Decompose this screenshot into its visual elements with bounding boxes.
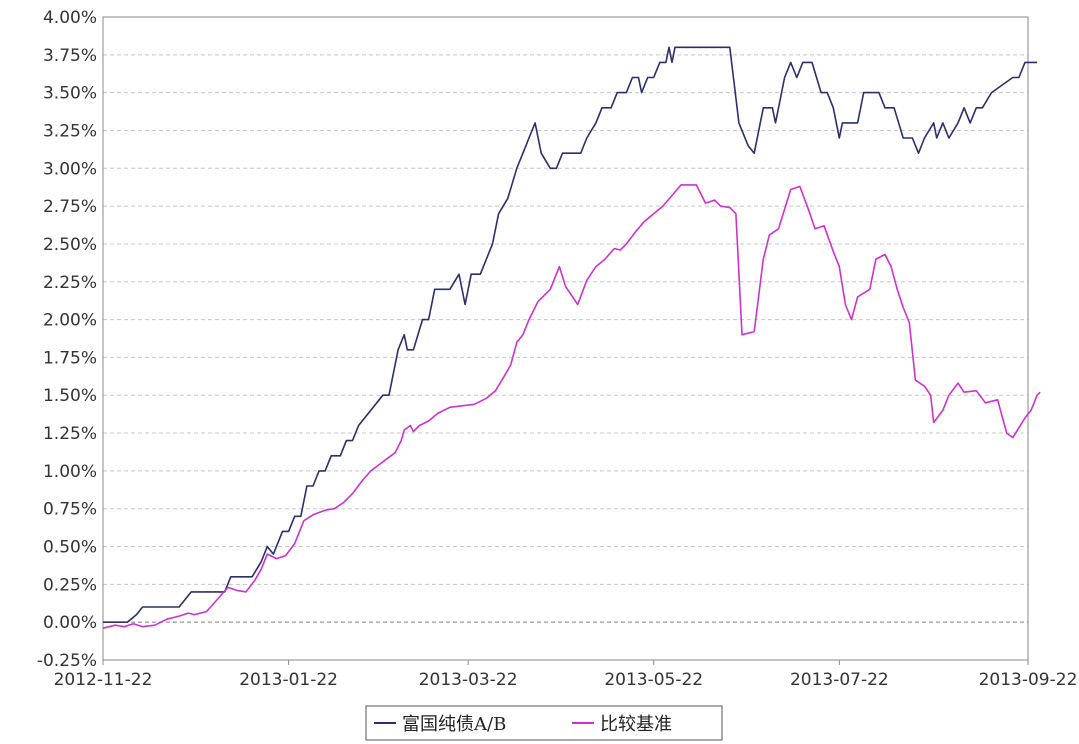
- y-tick-label: 2.00%: [43, 311, 97, 331]
- legend: 富国纯债A/B 比较基准: [365, 705, 723, 741]
- y-tick-label: 3.75%: [43, 46, 97, 66]
- y-tick-label: 3.50%: [43, 84, 97, 104]
- x-tick-label: 2013-07-22: [790, 670, 889, 690]
- legend-entry-label: 富国纯债A/B: [402, 714, 506, 735]
- y-tick-label: 0.00%: [43, 613, 97, 633]
- series-group: [102, 46, 1041, 629]
- y-tick-label: 0.25%: [43, 575, 97, 595]
- y-tick-label: 4.00%: [43, 8, 97, 28]
- x-tick-label: 2013-09-22: [979, 670, 1078, 690]
- series-line-fund: [103, 46, 1038, 624]
- y-tick-label: -0.25%: [37, 651, 97, 671]
- y-tick-label: 1.50%: [43, 386, 97, 406]
- x-axis: 2012-11-22 2013-01-22 2013-03-22 2013-05-22…: [54, 660, 1078, 690]
- y-tick-label: 2.75%: [43, 197, 97, 217]
- legend-entry-label: 比较基准: [600, 714, 672, 735]
- legend-box: [365, 705, 723, 741]
- series-line-benchmark: [102, 184, 1041, 629]
- y-tick-label: 1.75%: [43, 348, 97, 368]
- x-tick-label: 2013-05-22: [604, 670, 703, 690]
- y-tick-label: 1.25%: [43, 424, 97, 444]
- x-tick-label: 2013-01-22: [239, 670, 338, 690]
- y-tick-label: 0.50%: [43, 538, 97, 558]
- y-tick-label: 1.00%: [43, 462, 97, 482]
- y-tick-label: 0.75%: [43, 500, 97, 520]
- plot-area: [102, 16, 1029, 661]
- y-tick-label: 2.25%: [43, 273, 97, 293]
- grid: [103, 16, 1028, 661]
- y-tick-label: 2.50%: [43, 235, 97, 255]
- y-tick-label: 3.25%: [43, 121, 97, 141]
- x-tick-label: 2012-11-22: [54, 670, 153, 690]
- x-tick-label: 2013-03-22: [419, 670, 518, 690]
- y-axis: -0.25% 0.00% 0.25% 0.50% 0.75% 1.00% 1.25% 1.50…: [37, 8, 97, 671]
- y-tick-label: 3.00%: [43, 159, 97, 179]
